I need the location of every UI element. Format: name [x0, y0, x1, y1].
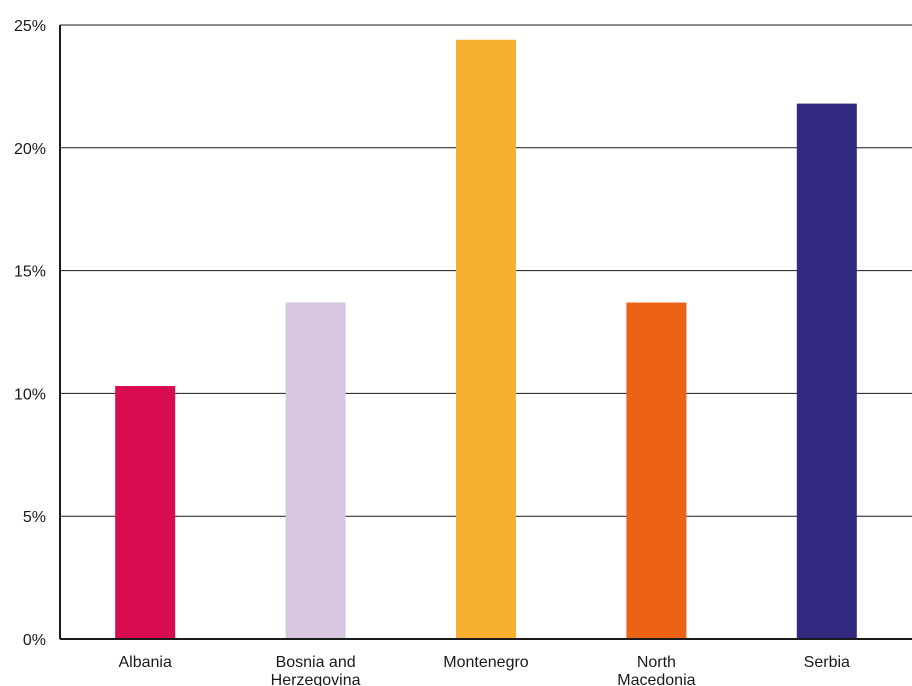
x-category-label: Bosnia and Herzegovina — [271, 654, 361, 686]
y-tick-label: 15% — [14, 264, 46, 281]
bar — [285, 302, 346, 639]
bar — [456, 39, 516, 639]
y-tick-label: 10% — [14, 386, 46, 403]
y-tick-label: 5% — [23, 509, 46, 526]
x-category-label: North Macedonia — [617, 654, 695, 686]
y-tick-label: 20% — [14, 141, 46, 158]
bars — [115, 39, 857, 640]
y-tick-label: 0% — [23, 632, 46, 649]
y-tick-label: 25% — [14, 18, 46, 35]
bar — [796, 103, 857, 640]
bar — [626, 302, 687, 639]
x-category-label: Serbia — [804, 654, 850, 671]
bar — [115, 386, 176, 639]
x-category-label: Albania — [119, 654, 172, 671]
x-axis-category-labels: Albania Bosnia and Herzegovina Montenegro No… — [119, 654, 851, 686]
x-category-label: Montenegro — [443, 654, 528, 671]
y-axis-tick-labels: 0% 5% 10% 15% 20% 25% — [14, 18, 46, 649]
